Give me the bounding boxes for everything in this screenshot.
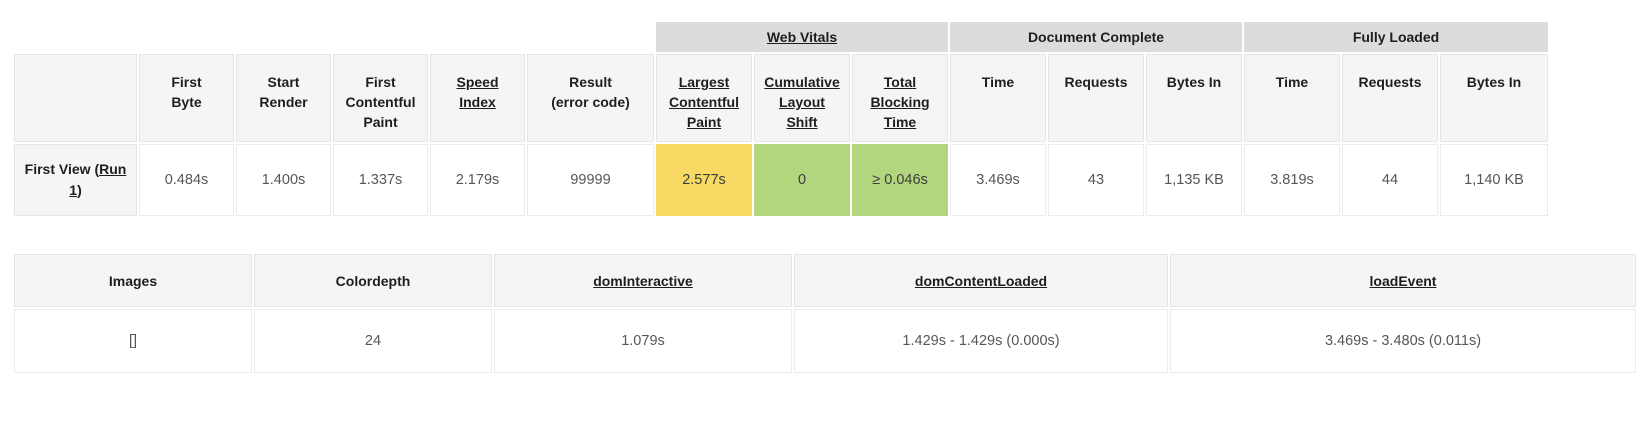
details-data-row: [] 24 1.079s 1.429s - 1.429s (0.000s) 3.… [14, 309, 1636, 373]
col-fully-loaded-bytes-in: Bytes In [1440, 54, 1548, 142]
col-total-blocking-time: Total Blocking Time [852, 54, 948, 142]
group-header-document-complete: Document Complete [950, 22, 1242, 52]
col-dom-content-loaded: domContentLoaded [794, 254, 1168, 307]
first-view-row-label: First View (Run 1) [14, 144, 137, 216]
col-largest-contentful-paint: Largest Contentful Paint [656, 54, 752, 142]
total-blocking-time-link[interactable]: Total Blocking Time [870, 74, 930, 130]
col-result-error-code: Result (error code) [527, 54, 654, 142]
cumulative-layout-shift-link[interactable]: Cumulative Layout Shift [764, 74, 840, 130]
group-header-row: Web Vitals Document Complete Fully Loade… [14, 22, 1548, 52]
first-contentful-paint-cell: 1.337s [333, 144, 428, 216]
col-speed-index: Speed Index [430, 54, 525, 142]
first-view-row: First View (Run 1) 0.484s 1.400s 1.337s … [14, 144, 1548, 216]
start-render-cell: 1.400s [236, 144, 331, 216]
doc-complete-bytes-in-cell: 1,135 KB [1146, 144, 1242, 216]
col-start-render: Start Render [236, 54, 331, 142]
load-event-cell: 3.469s - 3.480s (0.011s) [1170, 309, 1636, 373]
doc-complete-time-cell: 3.469s [950, 144, 1046, 216]
speed-index-cell: 2.179s [430, 144, 525, 216]
col-load-event: loadEvent [1170, 254, 1636, 307]
details-table: Images Colordepth domInteractive domCont… [12, 252, 1638, 375]
first-view-label-close: ) [77, 182, 82, 198]
row-label-corner [14, 54, 137, 142]
dom-content-loaded-cell: 1.429s - 1.429s (0.000s) [794, 309, 1168, 373]
col-doc-complete-bytes-in: Bytes In [1146, 54, 1242, 142]
doc-complete-requests-cell: 43 [1048, 144, 1144, 216]
largest-contentful-paint-link[interactable]: Largest Contentful Paint [669, 74, 739, 130]
group-header-web-vitals: Web Vitals [656, 22, 948, 52]
first-byte-cell: 0.484s [139, 144, 234, 216]
load-event-link[interactable]: loadEvent [1369, 272, 1437, 289]
total-blocking-time-cell: ≥ 0.046s [852, 144, 948, 216]
column-header-row: First Byte Start Render First Contentful… [14, 54, 1548, 142]
group-header-spacer [14, 22, 654, 52]
col-images: Images [14, 254, 252, 307]
first-view-label-text: First View ( [24, 161, 100, 177]
largest-contentful-paint-cell: 2.577s [656, 144, 752, 216]
col-doc-complete-requests: Requests [1048, 54, 1144, 142]
fully-loaded-time-cell: 3.819s [1244, 144, 1340, 216]
dom-interactive-cell: 1.079s [494, 309, 792, 373]
details-header-row: Images Colordepth domInteractive domCont… [14, 254, 1636, 307]
col-first-byte: First Byte [139, 54, 234, 142]
images-cell: [] [14, 309, 252, 373]
results-table: Web Vitals Document Complete Fully Loade… [12, 20, 1550, 218]
webpagetest-results-page: Web Vitals Document Complete Fully Loade… [12, 20, 1638, 375]
col-dom-interactive: domInteractive [494, 254, 792, 307]
fully-loaded-requests-cell: 44 [1342, 144, 1438, 216]
fully-loaded-bytes-in-cell: 1,140 KB [1440, 144, 1548, 216]
dom-content-loaded-link[interactable]: domContentLoaded [914, 272, 1048, 289]
run-1-link[interactable]: Run 1 [69, 161, 127, 198]
dom-interactive-link[interactable]: domInteractive [593, 272, 693, 289]
col-fully-loaded-requests: Requests [1342, 54, 1438, 142]
col-colordepth: Colordepth [254, 254, 492, 307]
speed-index-link[interactable]: Speed Index [456, 74, 499, 110]
group-header-fully-loaded: Fully Loaded [1244, 22, 1548, 52]
cumulative-layout-shift-cell: 0 [754, 144, 850, 216]
col-doc-complete-time: Time [950, 54, 1046, 142]
colordepth-cell: 24 [254, 309, 492, 373]
result-error-code-cell: 99999 [527, 144, 654, 216]
col-fully-loaded-time: Time [1244, 54, 1340, 142]
col-first-contentful-paint: First Contentful Paint [333, 54, 428, 142]
col-cumulative-layout-shift: Cumulative Layout Shift [754, 54, 850, 142]
web-vitals-link[interactable]: Web Vitals [766, 29, 838, 45]
